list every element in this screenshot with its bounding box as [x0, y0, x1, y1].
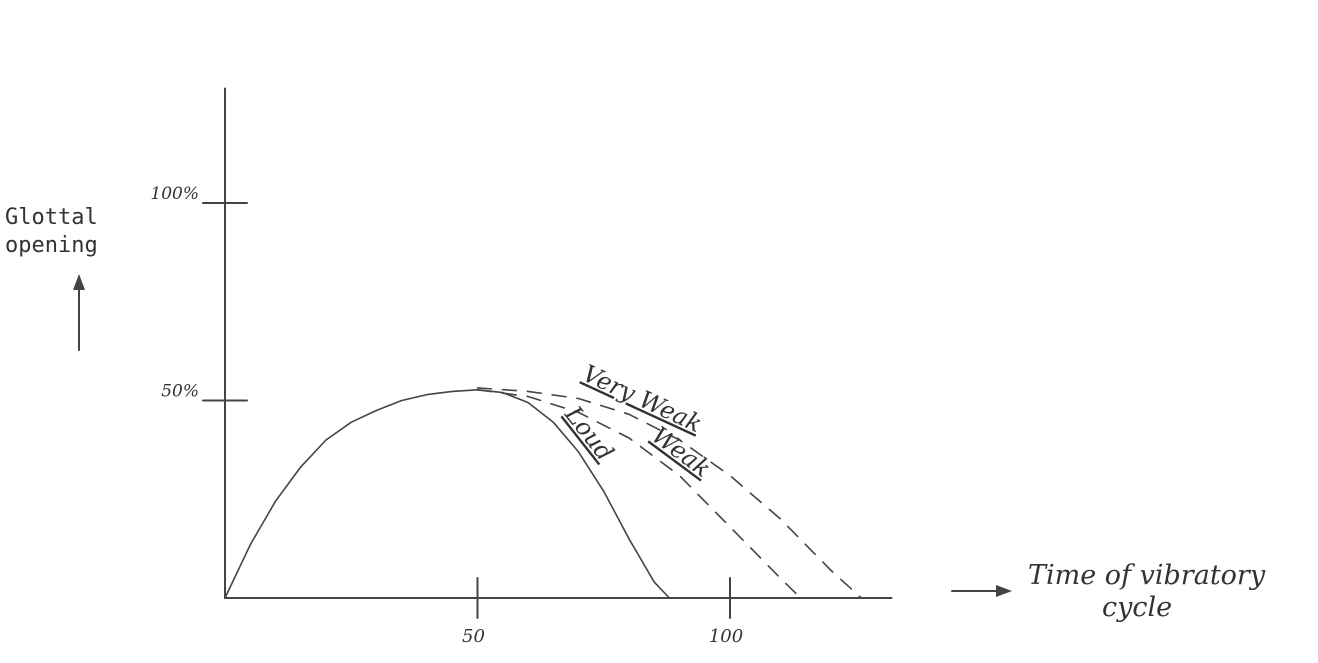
- series-group: [224, 387, 863, 599]
- series-line-very-weak: [476, 387, 863, 599]
- axes: [224, 87, 893, 599]
- series-line-weak: [476, 388, 802, 599]
- x-tick-label-100: 100: [709, 626, 743, 647]
- y-tick-label-100: 100%: [150, 184, 199, 204]
- series-label-loud: Loud: [559, 400, 619, 466]
- y-axis-label-line1: Glottal: [5, 205, 98, 230]
- right-arrow-icon: [951, 585, 1012, 597]
- x-axis-label-line2: cycle: [1102, 592, 1172, 623]
- series-line-loud: [224, 388, 671, 599]
- y-axis-label-line2: opening: [5, 233, 98, 258]
- ticks: 50% 100% 50 100: [150, 184, 743, 647]
- x-axis-label-line1: Time of vibratory: [1028, 560, 1266, 591]
- up-arrow-icon: [73, 274, 85, 351]
- x-tick-label-50: 50: [462, 626, 485, 647]
- y-tick-label-50: 50%: [161, 382, 199, 402]
